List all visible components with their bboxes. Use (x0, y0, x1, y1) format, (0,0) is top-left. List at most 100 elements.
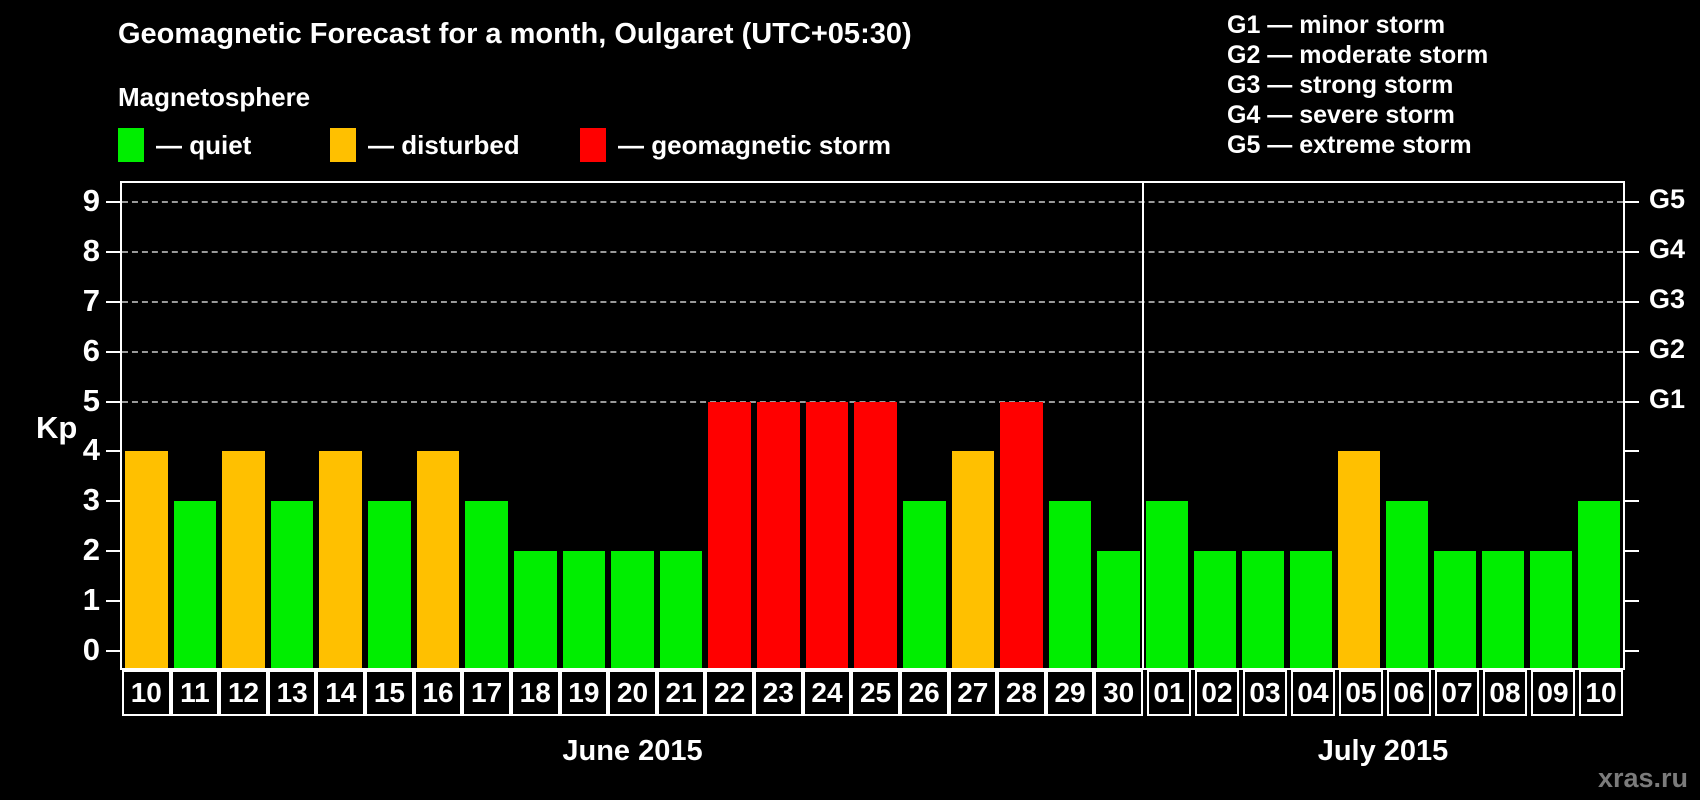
date-cell-july-03: 03 (1243, 670, 1287, 716)
y-tick-label-1: 1 (82, 582, 100, 618)
y-tick-label-9: 9 (82, 183, 100, 218)
bar-july-06 (1386, 501, 1428, 668)
date-cell-june-17: 17 (462, 670, 511, 716)
bar-june-28 (1000, 401, 1043, 668)
month-label-june: June 2015 (562, 735, 703, 767)
gridline-kp9 (122, 201, 1623, 203)
date-cell-june-14: 14 (316, 670, 366, 716)
quiet-color-swatch (118, 128, 144, 162)
storm-scale-item-g2: G2 — moderate storm (1227, 41, 1489, 69)
month-separator-line (1142, 183, 1144, 668)
g-axis-label-g4: G4 (1649, 233, 1686, 264)
bar-june-19 (562, 551, 606, 668)
date-cell-june-19: 19 (559, 670, 609, 716)
legend-item-disturbed: — disturbed (330, 127, 520, 163)
bar-july-09 (1530, 551, 1572, 668)
bar-june-18 (513, 551, 557, 668)
bar-june-10 (125, 451, 168, 668)
date-cell-june-21: 21 (656, 670, 706, 716)
y-tick-left-6 (106, 350, 122, 353)
date-cell-july-02: 02 (1195, 670, 1239, 716)
y-tick-right-5 (1623, 400, 1639, 403)
storm-scale-item-g5: G5 — extreme storm (1227, 131, 1472, 159)
y-tick-left-1 (106, 600, 122, 603)
bar-july-03 (1242, 551, 1284, 668)
bar-july-05 (1338, 451, 1380, 668)
y-tick-left-3 (106, 500, 122, 503)
date-cell-june-22: 22 (705, 670, 755, 716)
gridline-kp6 (122, 350, 1623, 353)
y-tick-label-0: 0 (82, 632, 100, 667)
bar-july-07 (1434, 551, 1476, 668)
y-tick-label-5: 5 (82, 382, 100, 418)
date-cell-june-26: 26 (899, 670, 949, 716)
page-title: Geomagnetic Forecast for a month, Oulgar… (118, 18, 912, 50)
y-tick-right-1 (1623, 600, 1639, 603)
date-cell-july-08: 08 (1483, 670, 1527, 716)
legend-label-quiet: — quiet (156, 129, 252, 160)
date-cell-june-10: 10 (122, 670, 171, 716)
y-tick-label-3: 3 (82, 482, 100, 518)
date-cell-june-28: 28 (997, 670, 1046, 716)
storm-scale-item-g4: G4 — severe storm (1227, 101, 1455, 129)
legend-item-quiet: — quiet (118, 127, 251, 163)
month-label-july: July 2015 (1317, 735, 1449, 767)
date-cell-june-25: 25 (851, 670, 900, 716)
bar-june-12 (222, 451, 265, 668)
storm-color-swatch (580, 128, 606, 162)
storm-scale-item-g1: G1 — minor storm (1227, 11, 1446, 39)
bar-june-14 (319, 451, 363, 668)
storm-scale-legend: G1 — minor storm G2 — moderate storm G3 … (1227, 10, 1488, 160)
y-tick-label-7: 7 (82, 282, 100, 318)
y-tick-right-6 (1623, 350, 1639, 353)
y-tick-right-8 (1623, 250, 1639, 253)
date-cell-june-29: 29 (1045, 670, 1095, 716)
bar-july-01 (1146, 501, 1188, 668)
storm-scale-item-g3: G3 — strong storm (1227, 71, 1454, 99)
legend-label-storm: — geomagnetic storm (618, 129, 892, 160)
bar-june-24 (805, 401, 849, 668)
date-cell-july-07: 07 (1435, 670, 1479, 716)
bar-june-30 (1097, 551, 1140, 668)
bar-june-27 (951, 451, 995, 668)
date-cell-july-09: 09 (1531, 670, 1575, 716)
date-cell-june-11: 11 (170, 670, 220, 716)
y-tick-left-2 (106, 550, 122, 553)
bar-july-10 (1578, 501, 1620, 668)
disturbed-color-swatch (330, 128, 356, 162)
date-cell-july-06: 06 (1387, 670, 1431, 716)
y-tick-label-4: 4 (82, 432, 100, 468)
g-axis-label-g3: G3 (1649, 283, 1686, 314)
legend-label-disturbed: — disturbed (368, 129, 520, 160)
date-cell-july-01: 01 (1147, 670, 1191, 716)
y-tick-right-2 (1623, 550, 1639, 553)
date-cell-june-23: 23 (754, 670, 803, 716)
bar-june-16 (416, 451, 460, 668)
y-tick-right-4 (1623, 450, 1639, 453)
date-cell-june-27: 27 (948, 670, 998, 716)
bar-june-25 (854, 401, 897, 668)
date-cell-july-05: 05 (1339, 670, 1383, 716)
g-axis-label-g2: G2 (1649, 333, 1686, 364)
y-tick-left-0 (106, 650, 122, 652)
y-tick-label-8: 8 (82, 232, 100, 268)
date-cell-june-16: 16 (413, 670, 463, 716)
date-cell-june-13: 13 (267, 670, 317, 716)
g-axis-label-g1: G1 (1649, 383, 1686, 414)
y-tick-left-7 (106, 300, 122, 303)
bar-july-08 (1482, 551, 1524, 668)
date-cell-june-15: 15 (365, 670, 414, 716)
bar-july-02 (1194, 551, 1236, 668)
y-tick-left-4 (106, 450, 122, 453)
bar-june-13 (270, 501, 314, 668)
y-tick-left-8 (106, 250, 122, 253)
date-cell-june-20: 20 (608, 670, 657, 716)
bar-june-20 (611, 551, 654, 668)
bar-june-17 (465, 501, 508, 668)
bar-june-23 (757, 401, 800, 668)
gridline-kp7 (122, 300, 1623, 303)
bar-june-26 (902, 501, 946, 668)
y-tick-right-7 (1623, 300, 1639, 303)
magnetosphere-legend-title: Magnetosphere (118, 82, 311, 112)
date-cell-june-24: 24 (802, 670, 852, 716)
